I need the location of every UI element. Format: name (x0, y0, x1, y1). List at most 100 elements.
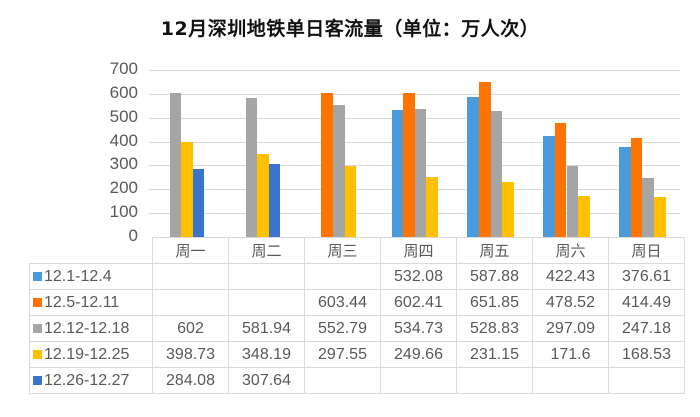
category-label: 周五 (456, 237, 533, 264)
table-cell: 602.41 (380, 289, 457, 316)
y-tick-label: 200 (109, 178, 138, 197)
bar (630, 138, 643, 237)
bar (543, 136, 555, 237)
bar (245, 98, 257, 237)
table-row: 12.5-12.11 603.44 602.41 651.85 478.52 414.49 (29, 289, 685, 316)
table-cell: 552.79 (304, 315, 381, 342)
legend-swatch-icon (33, 271, 42, 281)
table-cell: 249.66 (380, 341, 457, 368)
table-corner (29, 237, 153, 264)
table-cell: 284.08 (152, 367, 229, 394)
table-row: 12.26-12.27 284.08 307.64 (29, 367, 685, 394)
bar (181, 141, 193, 237)
table-row: 12.19-12.25 398.73 348.19 297.55 249.66 231.1… (29, 341, 685, 368)
table-cell (456, 367, 533, 394)
bar (192, 169, 205, 237)
table-cell (532, 367, 609, 394)
table-cell (304, 367, 381, 394)
legend-entry: 12.12-12.18 (29, 315, 153, 342)
category-label: 周日 (608, 237, 685, 264)
table-cell: 602 (152, 315, 229, 342)
table-cell: 478.52 (532, 289, 609, 316)
bar (344, 166, 357, 237)
table-cell: 307.64 (228, 367, 305, 394)
table-cell: 422.43 (532, 263, 609, 290)
table-cell: 168.53 (608, 341, 685, 368)
y-tick-label: 700 (109, 59, 138, 78)
table-cell: 398.73 (152, 341, 229, 368)
series-name: 12.26-12.27 (44, 371, 130, 389)
bar (467, 96, 479, 237)
table-cell: 581.94 (228, 315, 305, 342)
bar (403, 93, 415, 237)
y-tick-label: 0 (128, 226, 138, 245)
category-label: 周二 (228, 237, 305, 264)
table-cell (152, 263, 229, 290)
y-tick-label: 400 (109, 131, 138, 150)
bar (414, 109, 427, 237)
table-cell: 528.83 (456, 315, 533, 342)
table-cell: 231.15 (456, 341, 533, 368)
table-cell (380, 367, 457, 394)
table-cell: 247.18 (608, 315, 685, 342)
table-cell (152, 289, 229, 316)
data-table: 周一 周二 周三 周四 周五 周六 周日 12.1-12.4 532.08 587.… (29, 237, 685, 394)
y-tick-label: 600 (109, 83, 138, 102)
table-cell (228, 289, 305, 316)
category-label: 周三 (304, 237, 381, 264)
bar (333, 105, 345, 237)
bar (169, 93, 182, 237)
legend-entry: 12.1-12.4 (29, 263, 153, 290)
legend-entry: 12.19-12.25 (29, 341, 153, 368)
bar (490, 110, 503, 237)
bar (426, 177, 438, 237)
y-tick-label: 100 (109, 202, 138, 221)
chart-title: 12月深圳地铁单日客流量（单位：万人次） (160, 18, 540, 40)
bar (268, 163, 281, 237)
bar (502, 181, 514, 237)
legend-swatch-icon (33, 349, 42, 359)
bar (578, 196, 590, 237)
table-row: 12.1-12.4 532.08 587.88 422.43 376.61 (29, 263, 685, 290)
table-cell: 376.61 (608, 263, 685, 290)
gridline (149, 70, 680, 71)
table-row: 12.12-12.18 602 581.94 552.79 534.73 528.83 29… (29, 315, 685, 342)
table-cell: 534.73 (380, 315, 457, 342)
bar (257, 153, 269, 237)
table-cell (304, 263, 381, 290)
category-label: 周一 (152, 237, 229, 264)
table-cell: 587.88 (456, 263, 533, 290)
table-cell: 297.55 (304, 341, 381, 368)
bar (391, 110, 403, 237)
series-name: 12.1-12.4 (44, 267, 112, 285)
table-header-row: 周一 周二 周三 周四 周五 周六 周日 (29, 237, 685, 264)
bar (479, 81, 491, 237)
table-cell: 348.19 (228, 341, 305, 368)
bar (321, 93, 333, 237)
table-cell: 414.49 (608, 289, 685, 316)
table-cell: 651.85 (456, 289, 533, 316)
category-label: 周六 (532, 237, 609, 264)
y-tick-label: 500 (109, 107, 138, 126)
bar (566, 166, 578, 237)
legend-entry: 12.26-12.27 (29, 367, 153, 394)
table-cell: 532.08 (380, 263, 457, 290)
series-name: 12.12-12.18 (44, 319, 130, 337)
table-cell: 603.44 (304, 289, 381, 316)
table-cell (608, 367, 685, 394)
table-cell: 171.6 (532, 341, 609, 368)
legend-swatch-icon (33, 375, 42, 385)
legend-entry: 12.5-12.11 (29, 289, 153, 316)
series-name: 12.5-12.11 (44, 293, 120, 311)
bar (642, 178, 654, 237)
table-cell (228, 263, 305, 290)
series-name: 12.19-12.25 (44, 345, 130, 363)
y-tick-label: 300 (109, 154, 138, 173)
category-label: 周四 (380, 237, 457, 264)
legend-swatch-icon (33, 323, 42, 333)
table-cell: 297.09 (532, 315, 609, 342)
legend-swatch-icon (33, 297, 42, 307)
bar (654, 196, 666, 237)
bar (619, 147, 631, 237)
